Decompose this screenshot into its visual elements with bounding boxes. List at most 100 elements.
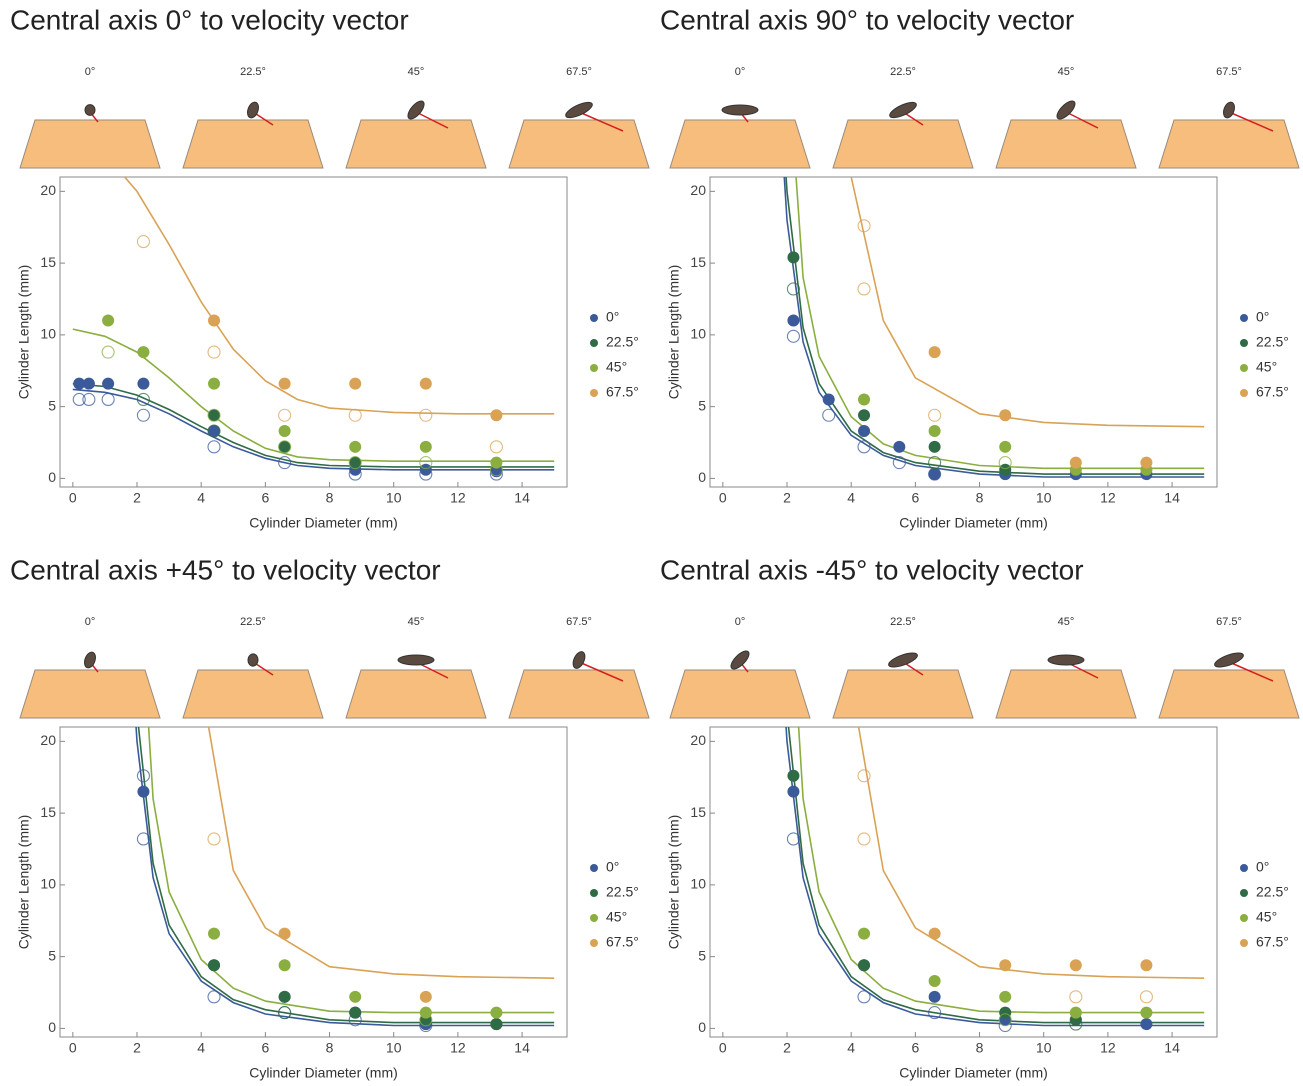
orientation-label: 45°: [408, 616, 425, 628]
open-point: [928, 408, 942, 422]
filled-point: [787, 251, 800, 264]
fit-curve: [787, 727, 1205, 1024]
open-point: [136, 769, 150, 783]
plate: [508, 119, 650, 169]
plate: [345, 119, 487, 169]
orientation-label: 22.5°: [240, 616, 266, 628]
y-tick-label: 20: [40, 732, 56, 748]
orientation-label: 0°: [735, 66, 746, 78]
open-point: [207, 832, 221, 846]
x-tick-label: 2: [133, 1040, 141, 1056]
y-axis-label: Cylinder Length (mm): [666, 815, 682, 950]
open-point: [892, 456, 906, 470]
filled-point: [1069, 456, 1082, 469]
filled-point: [102, 377, 115, 390]
filled-point: [858, 393, 871, 406]
x-tick-label: 14: [514, 1040, 530, 1056]
cylinder: [247, 653, 259, 667]
plot-area: [783, 177, 1205, 481]
legend-marker: [590, 364, 598, 372]
y-tick-label: 15: [40, 254, 56, 270]
x-tick-label: 8: [326, 490, 334, 506]
legend-marker: [590, 889, 598, 897]
filled-point: [1140, 1018, 1153, 1031]
filled-point: [787, 785, 800, 798]
legend-marker: [1240, 939, 1248, 947]
x-axis-label: Cylinder Diameter (mm): [899, 515, 1048, 531]
filled-point: [419, 1006, 432, 1019]
open-point: [72, 392, 86, 407]
orientation-label: 0°: [85, 66, 96, 78]
x-tick-label: 8: [326, 1040, 334, 1056]
fit-curve: [123, 177, 555, 415]
legend-label: 22.5°: [606, 884, 639, 900]
panel: Central axis 0° to velocity vector 0° 22.5…: [10, 4, 650, 531]
orientation-label: 45°: [1058, 616, 1075, 628]
fit-curve: [795, 177, 1205, 470]
legend-label: 22.5°: [1256, 334, 1289, 350]
filled-point: [999, 440, 1012, 453]
cylinder: [1047, 654, 1085, 666]
fit-curve: [785, 177, 1205, 475]
x-tick-label: 4: [197, 1040, 205, 1056]
filled-point: [1069, 1006, 1082, 1019]
fit-curve: [72, 382, 555, 468]
y-tick-label: 5: [48, 947, 56, 963]
filled-point: [858, 409, 871, 422]
cylinder: [84, 651, 96, 669]
x-axis-label: Cylinder Diameter (mm): [249, 515, 398, 531]
open-point: [857, 282, 871, 296]
filled-point: [349, 440, 362, 453]
filled-point: [349, 377, 362, 390]
legend-label: 67.5°: [606, 934, 639, 950]
filled-point: [278, 990, 291, 1003]
cylinder: [730, 650, 750, 670]
y-tick-label: 10: [690, 876, 706, 892]
legend-marker: [1240, 389, 1248, 397]
filled-point: [349, 990, 362, 1003]
y-tick-label: 5: [698, 947, 706, 963]
x-tick-label: 0: [719, 1040, 727, 1056]
filled-point: [208, 409, 221, 422]
x-tick-label: 12: [1100, 1040, 1116, 1056]
plate: [669, 119, 811, 169]
filled-point: [928, 927, 941, 940]
filled-point: [928, 440, 941, 453]
panel-title: Central axis -45° to velocity vector: [660, 554, 1084, 585]
cylinder: [565, 101, 593, 119]
filled-point: [490, 1018, 503, 1031]
fit-curve: [207, 727, 555, 979]
plot-area: [72, 177, 555, 481]
open-point: [348, 456, 362, 470]
filled-point: [349, 456, 362, 469]
plate: [182, 669, 324, 719]
legend-marker: [590, 389, 598, 397]
orientation-label: 67.5°: [566, 616, 592, 628]
y-tick-label: 15: [40, 804, 56, 820]
y-tick-label: 20: [690, 182, 706, 198]
open-point: [419, 408, 433, 422]
legend-label: 0°: [606, 859, 619, 875]
filled-point: [822, 393, 835, 406]
filled-point: [1069, 959, 1082, 972]
legend-label: 67.5°: [1256, 934, 1289, 950]
plate: [19, 119, 161, 169]
cylinder: [889, 101, 917, 119]
filled-point: [137, 377, 150, 390]
x-tick-label: 8: [976, 490, 984, 506]
cylinder: [1214, 652, 1244, 668]
legend-label: 67.5°: [606, 384, 639, 400]
filled-point: [1140, 959, 1153, 972]
plate: [669, 669, 811, 719]
open-point: [786, 329, 800, 343]
plate: [182, 119, 324, 169]
filled-point: [787, 769, 800, 782]
orientation-label: 45°: [408, 66, 425, 78]
fit-curve: [785, 727, 1205, 1027]
filled-point: [419, 463, 432, 476]
fit-curve: [72, 388, 555, 471]
x-tick-label: 0: [69, 490, 77, 506]
filled-point: [208, 425, 221, 438]
